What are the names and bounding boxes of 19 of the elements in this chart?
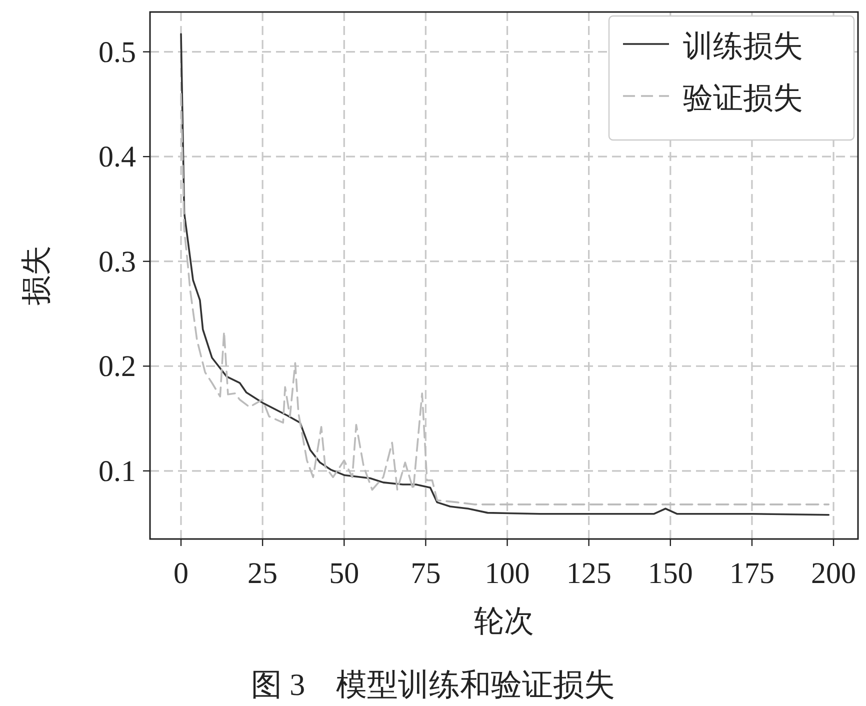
x-tick-label: 75 — [410, 557, 441, 590]
x-tick-label: 200 — [811, 557, 856, 590]
legend-label: 验证损失 — [683, 82, 803, 115]
y-tick-label: 0.1 — [98, 454, 136, 488]
x-axis-title: 轮次 — [474, 605, 534, 638]
x-tick-label: 125 — [566, 557, 612, 590]
x-tick-label: 25 — [248, 557, 278, 590]
y-tick-label: 0.2 — [98, 350, 136, 384]
legend-label: 训练损失 — [683, 30, 803, 63]
y-tick-label: 0.5 — [98, 36, 136, 69]
y-axis-title: 损失 — [20, 246, 53, 306]
x-tick-label: 175 — [729, 557, 774, 590]
caption: 图 3 模型训练和验证损失 — [250, 667, 616, 702]
x-tick-label: 100 — [484, 557, 530, 590]
x-tick-label: 150 — [648, 557, 693, 590]
x-tick-label: 0 — [173, 557, 188, 590]
x-tick-label: 50 — [329, 557, 360, 590]
y-tick-label: 0.3 — [98, 245, 136, 278]
y-tick-label: 0.4 — [98, 140, 136, 174]
